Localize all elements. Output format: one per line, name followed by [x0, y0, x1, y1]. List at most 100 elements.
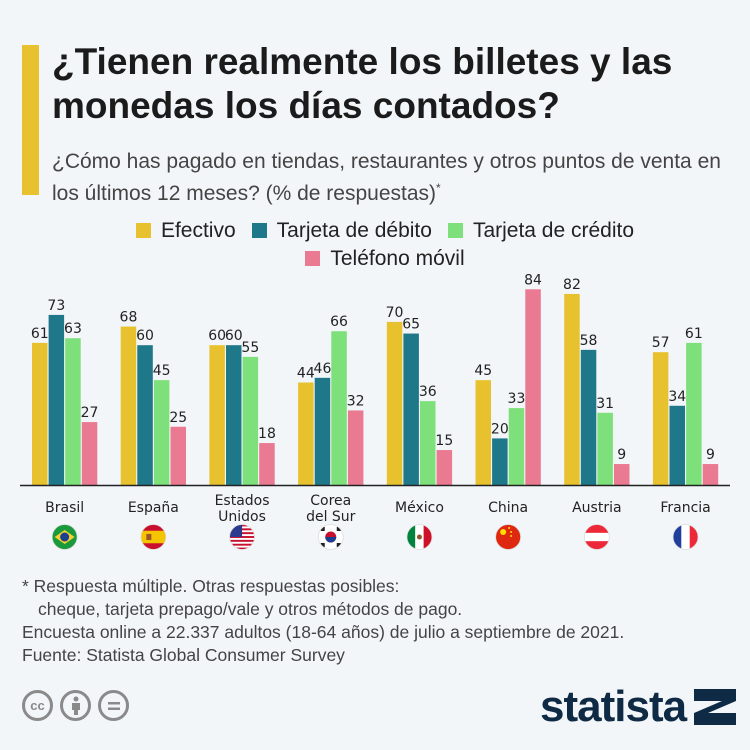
legend-swatch — [447, 223, 463, 238]
south-korea-flag-icon — [317, 524, 344, 550]
data-label: 82 — [563, 277, 581, 293]
data-label: 63 — [64, 321, 82, 337]
bar — [702, 464, 719, 485]
bar — [475, 380, 491, 485]
bar — [436, 450, 453, 485]
spain-flag-icon — [140, 524, 167, 550]
bar — [259, 443, 275, 485]
legend-label: Tarjeta de crédito — [472, 219, 635, 242]
mexico-flag-icon — [406, 524, 433, 550]
data-label: 27 — [81, 405, 99, 421]
data-label: 9 — [706, 447, 715, 463]
data-label: 70 — [386, 305, 404, 321]
data-label: 65 — [402, 317, 420, 333]
legend-item: Efectivo — [135, 217, 236, 245]
bar — [170, 426, 186, 485]
bar — [614, 464, 630, 485]
data-label: 34 — [668, 389, 686, 405]
austria-flag-icon — [583, 524, 610, 550]
bar — [314, 377, 331, 485]
bar — [564, 293, 580, 485]
bar — [65, 338, 81, 485]
bar — [597, 412, 613, 485]
france-flag-icon — [672, 524, 699, 550]
data-label: 46 — [314, 361, 332, 377]
data-label: 44 — [297, 365, 315, 381]
data-label: 58 — [580, 333, 598, 349]
license-icons[interactable]: cc — [22, 690, 129, 721]
category-label: Estados — [215, 493, 270, 509]
bar — [347, 410, 364, 485]
survey-note: Encuesta online a 22.337 adultos (18-64 … — [22, 622, 625, 642]
legend-label: Tarjeta de débito — [276, 219, 432, 242]
data-label: 68 — [120, 310, 138, 326]
data-label: 57 — [652, 335, 670, 351]
no-derivatives-icon[interactable] — [98, 690, 129, 721]
bar — [153, 380, 170, 485]
legend-item: Tarjeta de débito — [251, 217, 432, 245]
source-note: Fuente: Statista Global Consumer Survey — [22, 645, 345, 665]
cc-label: cc — [30, 698, 45, 713]
subtitle-text: ¿Cómo has pagado en tiendas, restaurante… — [52, 150, 721, 205]
bar — [403, 333, 419, 485]
bar — [686, 342, 702, 485]
data-label: 15 — [435, 433, 453, 449]
legend-item: Tarjeta de crédito — [447, 217, 635, 245]
category-label: Austria — [572, 500, 621, 516]
data-label: 84 — [524, 272, 542, 288]
statista-logo-icon — [694, 689, 737, 725]
bar — [120, 326, 137, 485]
bar — [48, 314, 65, 485]
data-label: 31 — [596, 396, 614, 412]
chart-subtitle: ¿Cómo has pagado en tiendas, restaurante… — [52, 148, 742, 207]
bar — [81, 422, 98, 485]
data-label: 66 — [330, 314, 348, 330]
cc-icon[interactable]: cc — [22, 690, 53, 721]
legend-swatch — [305, 251, 321, 266]
statista-logo[interactable]: statista — [540, 682, 737, 732]
bar — [386, 321, 403, 485]
bar — [209, 345, 225, 485]
logo-text: statista — [540, 682, 687, 731]
footnotes: * Respuesta múltiple. Otras respuestas p… — [22, 575, 624, 667]
note-line: cheque, tarjeta prepago/vale y otros mét… — [38, 599, 463, 619]
data-label: 45 — [474, 363, 492, 379]
bar — [669, 405, 685, 485]
category-label: Francia — [660, 500, 710, 516]
note-line: * Respuesta múltiple. Otras respuestas p… — [22, 576, 400, 596]
category-label: Brasil — [45, 500, 84, 516]
data-label: 9 — [617, 447, 626, 463]
data-label: 60 — [136, 328, 154, 344]
bar — [32, 342, 48, 485]
chart-title: ¿Tienen realmente los billetes y las mon… — [52, 41, 673, 126]
category-label: México — [395, 500, 444, 516]
bar-chart: 61736327Brasil68604525España60605518Esta… — [20, 272, 730, 550]
legend-label: Efectivo — [160, 219, 236, 242]
title-accent-bar — [22, 45, 39, 195]
data-label: 25 — [169, 410, 187, 426]
footnote-mark: * — [436, 181, 441, 195]
data-label: 45 — [153, 363, 171, 379]
attribution-icon[interactable] — [60, 690, 91, 721]
category-label: Unidos — [218, 509, 266, 525]
usa-flag-icon — [229, 524, 255, 550]
legend-item: Teléfono móvil — [305, 245, 465, 273]
bar — [298, 382, 314, 485]
legend-label: Teléfono móvil — [330, 247, 465, 270]
data-label: 55 — [241, 340, 259, 356]
bar — [525, 289, 541, 485]
category-label: del Sur — [306, 509, 356, 525]
data-label: 61 — [31, 326, 49, 342]
bar — [226, 345, 242, 485]
bar — [137, 345, 153, 485]
category-label: China — [488, 500, 528, 516]
data-label: 60 — [225, 328, 243, 344]
bar — [331, 331, 347, 485]
data-label: 32 — [347, 393, 365, 409]
bar — [580, 349, 597, 485]
data-label: 36 — [419, 384, 437, 400]
category-label: España — [128, 500, 179, 516]
data-label: 18 — [258, 426, 276, 442]
data-label: 60 — [208, 328, 226, 344]
data-label: 20 — [491, 421, 509, 437]
